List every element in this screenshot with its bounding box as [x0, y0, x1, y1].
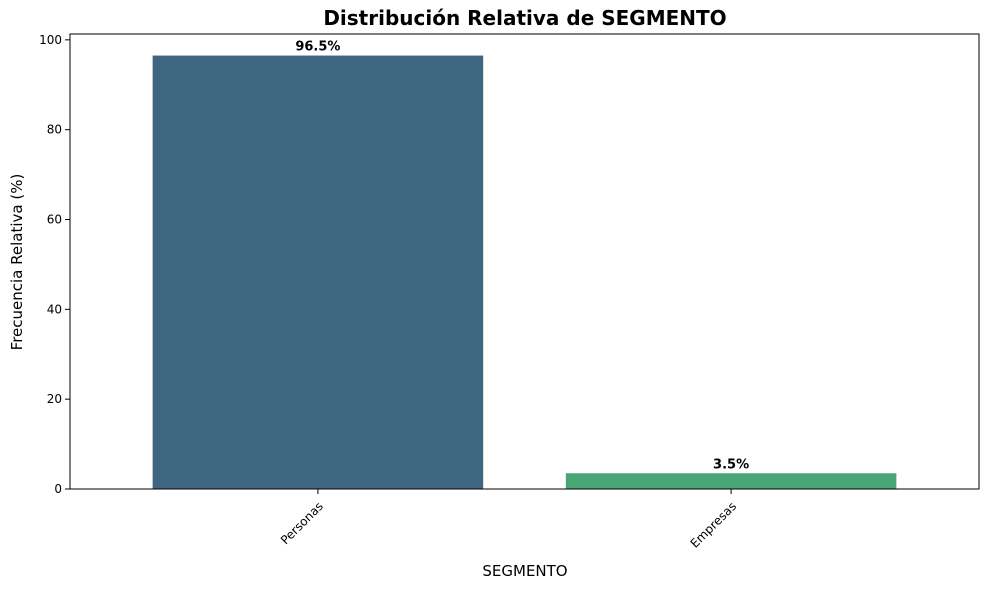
y-tick-label-0: 0: [54, 482, 62, 496]
y-tick-label-80: 80: [47, 123, 62, 137]
x-tick-label-empresas: Empresas: [688, 499, 739, 550]
y-tick-label-100: 100: [39, 33, 62, 47]
chart-title: Distribución Relativa de SEGMENTO: [323, 6, 726, 30]
data-label-empresas: 3.5%: [713, 457, 749, 472]
x-axis-label: SEGMENTO: [482, 562, 567, 580]
data-label-personas: 96.5%: [295, 40, 340, 55]
plot-area: 96.5% Personas 3.5% Empresas 0 20 40 60 80 100: [39, 33, 897, 551]
x-tick-label-personas: Personas: [278, 499, 326, 547]
y-tick-label-40: 40: [47, 302, 62, 316]
bar-personas: [152, 55, 484, 489]
plot-frame: [69, 33, 980, 490]
y-tick-label-60: 60: [47, 213, 62, 227]
y-axis-label: Frecuencia Relativa (%): [8, 174, 26, 351]
bar-empresas: [565, 473, 897, 489]
y-tick-label-20: 20: [47, 392, 62, 406]
